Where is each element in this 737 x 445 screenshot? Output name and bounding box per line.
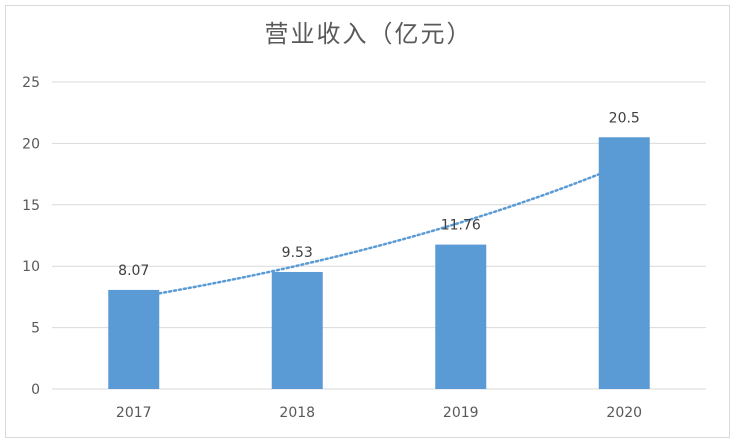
bar xyxy=(108,289,160,389)
data-label: 8.07 xyxy=(118,263,149,279)
y-tick-label: 25 xyxy=(22,75,40,91)
bar xyxy=(435,244,487,389)
y-tick-label: 10 xyxy=(22,259,40,275)
trendline-path xyxy=(158,173,600,295)
bar xyxy=(598,137,650,389)
data-label: 20.5 xyxy=(609,110,640,126)
bar xyxy=(271,271,323,389)
y-tick-label: 20 xyxy=(22,136,40,152)
y-axis-ticks: 0 5 10 15 20 25 xyxy=(22,75,40,398)
grid-lines xyxy=(52,81,706,390)
data-label: 11.76 xyxy=(441,218,481,234)
x-tick-label: 2017 xyxy=(116,405,152,421)
x-axis-ticks: 2017 2018 2019 2020 xyxy=(116,405,642,421)
y-tick-label: 0 xyxy=(31,382,40,398)
chart-title: 营业收入（亿元） xyxy=(264,20,473,48)
data-label: 9.53 xyxy=(282,245,313,261)
y-tick-label: 5 xyxy=(31,321,40,337)
x-tick-label: 2020 xyxy=(606,405,642,421)
x-tick-label: 2018 xyxy=(279,405,315,421)
bars xyxy=(108,137,650,389)
y-tick-label: 15 xyxy=(22,198,40,214)
x-tick-label: 2019 xyxy=(443,405,479,421)
trendline xyxy=(158,173,600,295)
data-labels: 8.07 9.53 11.76 20.5 xyxy=(118,110,640,279)
